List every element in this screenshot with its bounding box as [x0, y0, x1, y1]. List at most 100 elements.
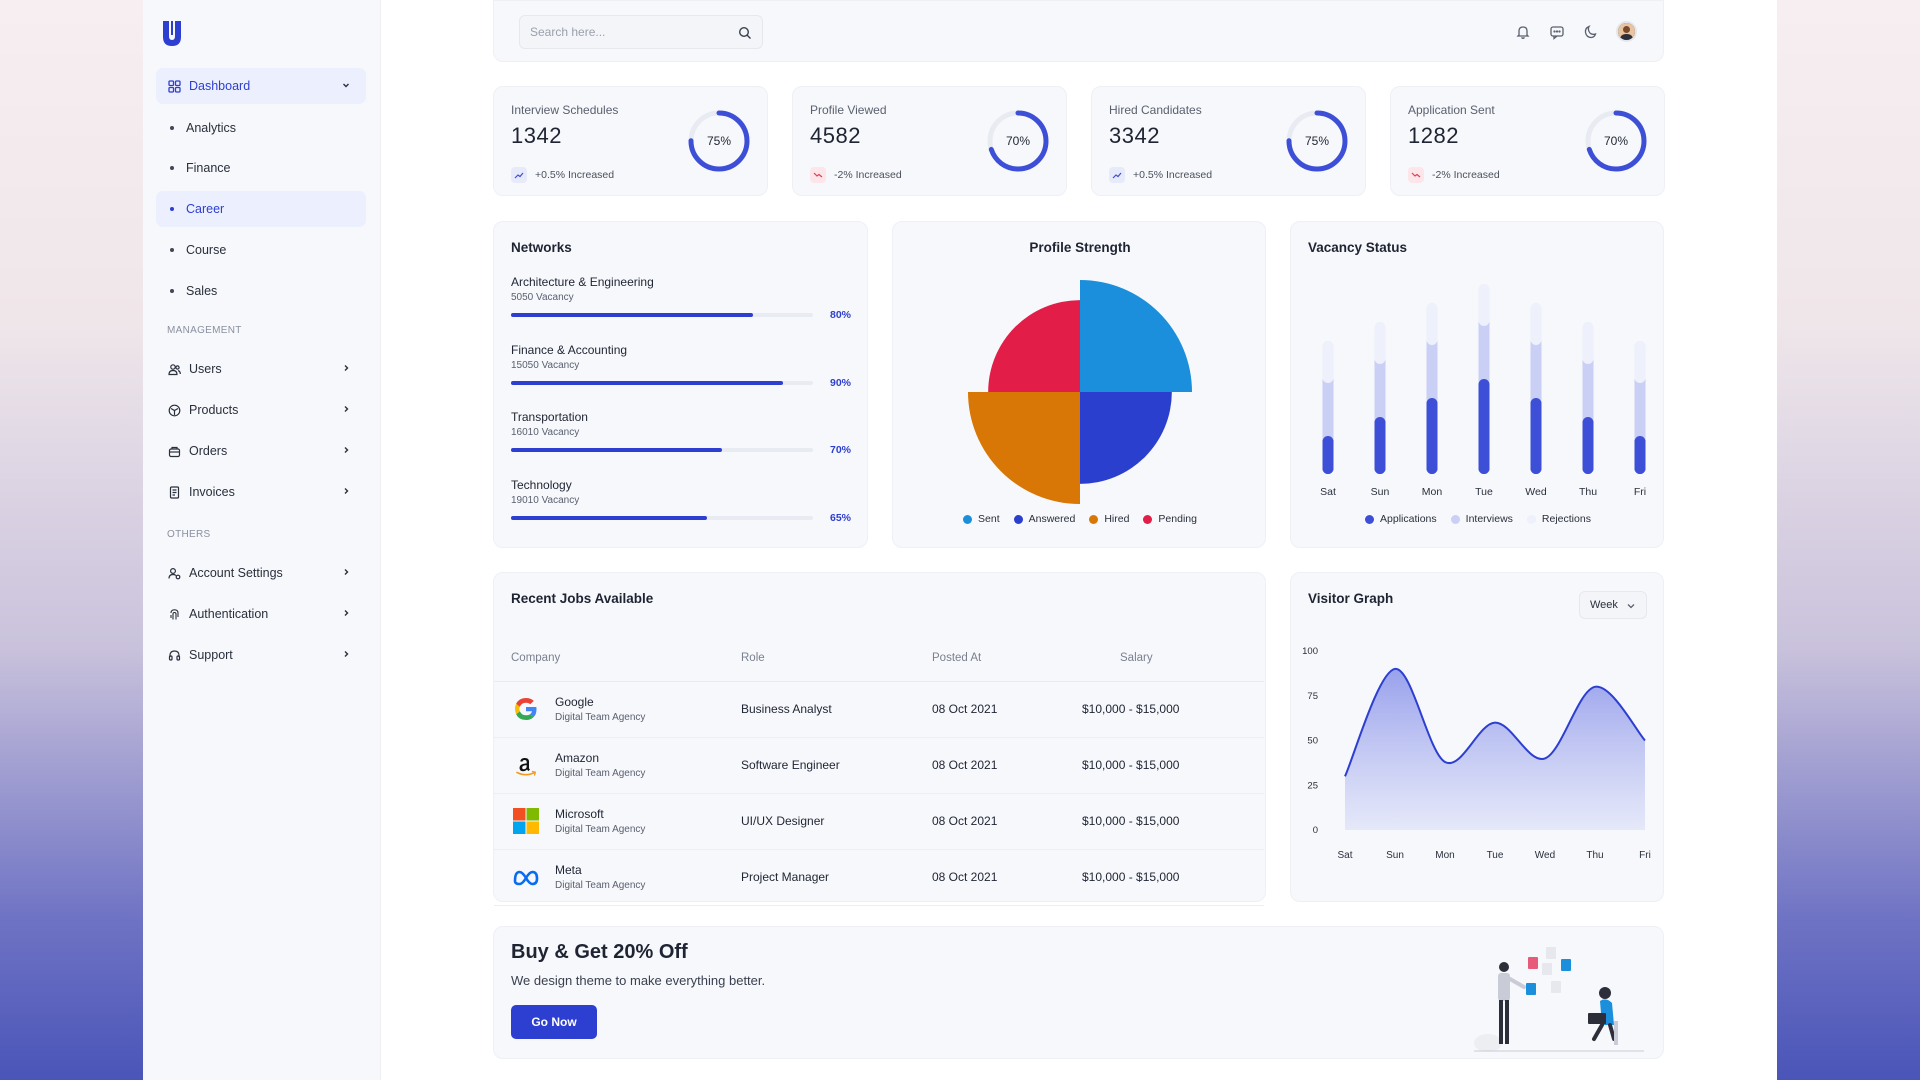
network-vacancy: 19010 Vacancy	[511, 495, 580, 506]
sidebar-item-dashboard[interactable]: Dashboard	[156, 68, 366, 104]
sidebar-item-users[interactable]: Users	[156, 351, 366, 387]
progress-ring-value: 75%	[1304, 134, 1330, 148]
pie-slice-sent[interactable]	[1080, 280, 1192, 392]
bar-interviews-thu[interactable]	[1582, 360, 1594, 421]
bell-icon[interactable]	[1514, 23, 1532, 41]
microsoft-logo	[511, 806, 541, 836]
sidebar-item-course[interactable]: Course	[156, 232, 366, 268]
sidebar-item-account-settings[interactable]: Account Settings	[156, 555, 366, 591]
y-tick-label: 75	[1307, 691, 1318, 702]
progress-bar	[511, 448, 813, 452]
area-line[interactable]	[1344, 667, 1646, 777]
sidebar-item-sales[interactable]: Sales	[156, 273, 366, 309]
top-bar	[493, 0, 1664, 62]
bar-interviews-sat[interactable]	[1322, 379, 1334, 440]
progress-bar	[511, 516, 813, 520]
bar-applications-sun[interactable]	[1374, 417, 1386, 474]
column-header-role[interactable]: Role	[741, 635, 932, 682]
bar-rejections-mon[interactable]	[1426, 303, 1438, 345]
chevron-right-icon	[344, 365, 349, 371]
sidebar-item-career[interactable]: Career	[156, 191, 366, 227]
bar-applications-tue[interactable]	[1478, 379, 1490, 474]
search-icon[interactable]	[738, 26, 752, 40]
network-row[interactable]: Technology 19010 Vacancy 65%	[511, 478, 851, 524]
vacancy-bar-chart: Sat Sun Mon Tue Wed Thu Fri	[1320, 284, 1646, 498]
table-row[interactable]: Google Digital Team Agency Business Analy…	[494, 681, 1264, 738]
sidebar-item-support[interactable]: Support	[156, 637, 366, 673]
legend-item[interactable]: Rejections	[1526, 513, 1591, 525]
company-name: Amazon	[555, 751, 600, 765]
progress-ring: 75%	[687, 109, 751, 173]
bar-applications-wed[interactable]	[1530, 398, 1542, 474]
trend-text: -2% Increased	[1432, 169, 1500, 181]
column-header-salary[interactable]: Salary	[1082, 635, 1264, 682]
trend-down-icon	[1408, 167, 1424, 183]
range-select[interactable]: Week	[1579, 591, 1647, 619]
legend-item[interactable]: Hired	[1089, 513, 1129, 525]
sidebar-item-analytics[interactable]: Analytics	[156, 110, 366, 146]
bar-applications-thu[interactable]	[1582, 417, 1594, 474]
network-row[interactable]: Finance & Accounting 15050 Vacancy 90%	[511, 343, 851, 389]
pie-slice-pending[interactable]	[988, 300, 1080, 392]
pie-slice-hired[interactable]	[968, 392, 1080, 504]
posted-cell: 08 Oct 2021	[932, 793, 1082, 850]
table-row[interactable]: Meta Digital Team Agency Project Manager …	[494, 849, 1264, 906]
legend-label: Rejections	[1541, 513, 1591, 525]
legend-item[interactable]: Applications	[1365, 513, 1437, 525]
bar-interviews-wed[interactable]	[1530, 341, 1542, 402]
search-input[interactable]	[530, 25, 730, 39]
role-cell: UI/UX Designer	[741, 793, 932, 850]
headset-icon	[167, 648, 181, 662]
bar-applications-fri[interactable]	[1634, 436, 1646, 474]
x-tick-label: Wed	[1525, 486, 1547, 498]
company-agency: Digital Team Agency	[555, 880, 646, 891]
bar-rejections-tue[interactable]	[1478, 284, 1490, 326]
pie-slice-answered[interactable]	[1080, 392, 1172, 484]
chevron-right-icon	[344, 651, 349, 657]
column-header-posted[interactable]: Posted At	[932, 635, 1082, 682]
stat-label: Interview Schedules	[511, 103, 619, 117]
visitor-graph-title: Visitor Graph	[1308, 591, 1394, 606]
legend-swatch	[1526, 514, 1536, 524]
salary-cell: $10,000 - $15,000	[1082, 681, 1264, 738]
company-agency: Digital Team Agency	[555, 768, 646, 779]
bar-rejections-sat[interactable]	[1322, 341, 1334, 383]
moon-icon[interactable]	[1582, 23, 1600, 41]
salary-cell: $10,000 - $15,000	[1082, 793, 1264, 850]
sidebar-item-products[interactable]: Products	[156, 392, 366, 428]
legend-item[interactable]: Interviews	[1450, 513, 1513, 525]
bar-rejections-fri[interactable]	[1634, 341, 1646, 383]
bar-rejections-thu[interactable]	[1582, 322, 1594, 364]
network-row[interactable]: Transportation 16010 Vacancy 70%	[511, 410, 851, 456]
x-tick-label: Sat	[1337, 850, 1352, 861]
sidebar-item-invoices[interactable]: Invoices	[156, 474, 366, 510]
bar-interviews-mon[interactable]	[1426, 341, 1438, 402]
sidebar-item-authentication[interactable]: Authentication	[156, 596, 366, 632]
legend-item[interactable]: Pending	[1143, 513, 1197, 525]
legend-item[interactable]: Sent	[963, 513, 1000, 525]
bar-interviews-tue[interactable]	[1478, 322, 1490, 383]
chat-icon[interactable]	[1548, 23, 1566, 41]
avatar[interactable]	[1616, 21, 1637, 42]
go-now-button[interactable]: Go Now	[511, 1005, 597, 1039]
bar-applications-mon[interactable]	[1426, 398, 1438, 474]
bar-rejections-wed[interactable]	[1530, 303, 1542, 345]
chevron-right-icon	[344, 447, 349, 453]
legend-item[interactable]: Answered	[1013, 513, 1075, 525]
table-row[interactable]: Amazon Digital Team Agency Software Engin…	[494, 737, 1264, 794]
stat-trend: +0.5% Increased	[511, 167, 614, 183]
network-pct: 90%	[829, 377, 851, 389]
bar-interviews-fri[interactable]	[1634, 379, 1646, 440]
bar-applications-sat[interactable]	[1322, 436, 1334, 474]
legend-swatch	[1143, 514, 1153, 524]
sidebar-item-finance[interactable]: Finance	[156, 150, 366, 186]
progress-ring: 70%	[986, 109, 1050, 173]
column-header-company[interactable]: Company	[494, 635, 741, 682]
sidebar-item-orders[interactable]: Orders	[156, 433, 366, 469]
brand-logo[interactable]	[160, 19, 184, 49]
bar-interviews-sun[interactable]	[1374, 360, 1386, 421]
bar-rejections-sun[interactable]	[1374, 322, 1386, 364]
company-name: Meta	[555, 863, 582, 877]
network-row[interactable]: Architecture & Engineering 5050 Vacancy …	[511, 275, 851, 321]
table-row[interactable]: Microsoft Digital Team Agency UI/UX Desig…	[494, 793, 1264, 850]
